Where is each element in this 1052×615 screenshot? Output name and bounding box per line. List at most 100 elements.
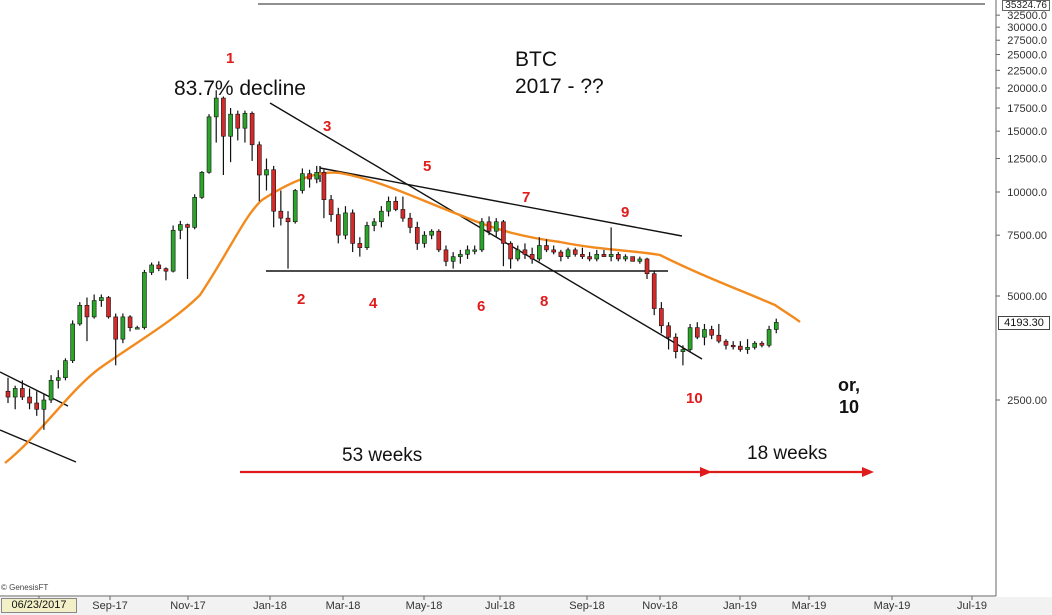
candle-down (113, 316, 118, 340)
candle-up (371, 221, 377, 226)
span-label-53-weeks: 53 weeks (342, 445, 422, 466)
candle-down (501, 221, 506, 244)
candle-down (27, 396, 32, 404)
candle-down (328, 199, 334, 215)
price-tick-label: 20000.0 (1007, 83, 1047, 95)
point-label-7: 7 (522, 189, 530, 206)
candle-down (106, 297, 111, 318)
candle-up (422, 234, 427, 244)
candle-up (213, 97, 219, 118)
candle-down (436, 230, 442, 251)
candle-up (565, 249, 571, 257)
candle-down (551, 249, 556, 253)
candle-down (84, 304, 90, 318)
time-tick-label: Jan-19 (723, 600, 757, 612)
time-tick-label: Mar-18 (326, 600, 361, 612)
candle-up (364, 225, 370, 248)
candle-down (443, 249, 449, 262)
candle-up (12, 388, 18, 398)
candle-down (393, 200, 399, 210)
candle-up (479, 221, 485, 251)
candle-up (99, 297, 104, 301)
candle-up (134, 327, 140, 330)
price-tick-label: 27500.0 (1007, 35, 1047, 47)
point-label-10: 10 (686, 390, 703, 407)
candle-down (759, 342, 765, 346)
span-label-18-weeks: 18 weeks (747, 443, 827, 464)
candle-down (400, 209, 406, 219)
candle-down (580, 254, 585, 257)
candle-up (458, 254, 463, 257)
candle-up (450, 256, 456, 262)
span-arrow-18-weeks-head (862, 467, 874, 477)
candle-up (379, 210, 384, 223)
candle-down (644, 258, 650, 275)
left-channel-lower-line (0, 429, 77, 463)
candle-up (70, 323, 75, 361)
time-span-arrows (240, 467, 874, 477)
candle-down (716, 334, 722, 342)
candle-up (623, 256, 628, 260)
candle-down (730, 344, 736, 348)
price-tick-label: 7500.00 (1007, 230, 1047, 242)
candle-up (178, 224, 183, 231)
candle-down (5, 390, 11, 398)
candle-up (537, 245, 542, 260)
time-axis-band (0, 597, 1052, 615)
candle-up (142, 272, 147, 328)
candle-up (515, 249, 521, 260)
candlestick-series (5, 90, 779, 430)
candle-up (264, 169, 269, 176)
top-price-value: 35324.76 (1002, 0, 1050, 11)
candle-up (680, 349, 686, 352)
price-tick-label: 15000.0 (1007, 126, 1047, 138)
candle-up (465, 249, 470, 255)
time-tick-label: May-18 (406, 600, 443, 612)
candle-up (429, 230, 434, 236)
candle-up (594, 254, 600, 260)
candle-up (687, 327, 693, 350)
candle-up (752, 342, 758, 348)
candle-down (156, 264, 162, 269)
candle-down (630, 256, 635, 262)
candle-up (766, 329, 772, 346)
candle-up (192, 197, 197, 228)
candle-up (170, 229, 176, 272)
candle-up (343, 212, 348, 236)
point-label-1: 1 (226, 50, 234, 67)
candle-down (601, 254, 607, 257)
candle-down (486, 221, 492, 232)
candle-down (335, 214, 341, 236)
candle-down (522, 249, 528, 255)
candle-down (271, 169, 276, 212)
candle-down (307, 173, 312, 180)
moving-average-line (4, 171, 801, 464)
alt-label-10: 10 (839, 397, 859, 417)
candle-up (637, 258, 643, 262)
time-tick-label: Nov-17 (170, 600, 205, 612)
candle-up (314, 172, 320, 180)
chart-subtitle: 2017 - ?? (515, 75, 604, 98)
candle-down (659, 308, 664, 327)
candle-down (694, 327, 700, 338)
candle-down (249, 112, 255, 146)
candle-up (745, 347, 750, 350)
point-label-3: 3 (323, 118, 331, 135)
price-tick-label: 12500.0 (1007, 154, 1047, 166)
candle-down (508, 243, 513, 260)
candle-down (235, 113, 241, 129)
candle-down (350, 212, 355, 244)
time-axis: Sep-17 Nov-17 Jan-18 Mar-18 May-18 Jul-18 Sep-… (38, 596, 987, 612)
price-tick-label: 25000.0 (1007, 50, 1047, 62)
candle-up (608, 254, 614, 257)
candle-down (587, 256, 592, 260)
point-label-2: 2 (297, 291, 305, 308)
candle-up (493, 221, 499, 232)
candle-up (149, 264, 154, 273)
candle-up (120, 316, 126, 340)
point-label-6: 6 (477, 298, 485, 315)
candle-down (285, 217, 291, 223)
candle-up (292, 190, 298, 223)
